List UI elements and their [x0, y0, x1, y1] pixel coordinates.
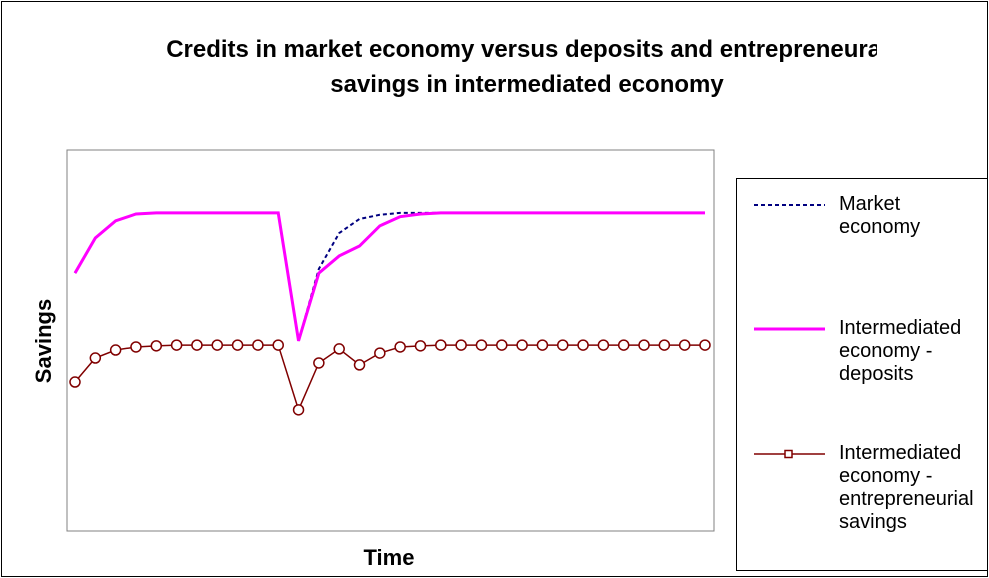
- series-marker: [333, 343, 345, 355]
- series-marker: [211, 339, 224, 351]
- series-marker: [658, 339, 671, 351]
- series-marker: [191, 339, 203, 351]
- series-marker: [374, 347, 386, 359]
- plot-area: [66, 149, 715, 532]
- legend-symbols: [754, 204, 825, 459]
- legend: Market economy Intermediated economy - de…: [736, 178, 987, 571]
- series-marker: [231, 339, 244, 351]
- series-marker: [272, 339, 284, 351]
- series-marker: [617, 339, 630, 351]
- series-marker: [130, 341, 142, 353]
- series-marker: [89, 352, 102, 364]
- title-box: Credits in market economy versus deposit…: [2, 32, 877, 107]
- series-marker: [699, 339, 711, 351]
- series-marker: [435, 339, 447, 351]
- series-marker: [678, 339, 691, 351]
- series-marker: [496, 339, 508, 351]
- series-marker: [313, 357, 325, 369]
- series-marker: [536, 339, 549, 351]
- series-marker: [455, 339, 467, 351]
- series-marker: [475, 339, 488, 351]
- series-marker: [577, 339, 589, 351]
- chart-title-text: Credits in market economy versus deposit…: [166, 36, 877, 98]
- series-marker: [69, 376, 81, 388]
- series-marker: [170, 339, 183, 351]
- series-marker: [109, 344, 122, 356]
- legend-label: Intermediated economy - entrepreneurial …: [839, 442, 974, 533]
- series-marker: [556, 339, 569, 351]
- series-marker: [394, 341, 406, 353]
- series-marker: [638, 339, 650, 351]
- series-marker: [353, 359, 366, 371]
- series-marker: [292, 404, 305, 416]
- series-marker: [516, 339, 528, 351]
- legend-label: Intermediated economy - deposits: [839, 317, 962, 385]
- y-axis-label: Savings: [31, 299, 56, 383]
- series-line: [73, 211, 705, 342]
- chart-title: Credits in market economy versus deposit…: [2, 32, 877, 102]
- x-axis-label: Time: [364, 545, 415, 570]
- series-marker: [252, 339, 264, 351]
- legend-label: Market economy: [839, 193, 921, 238]
- series-marker: [597, 339, 610, 351]
- series-marker: [414, 340, 427, 352]
- legend-marker: [784, 449, 793, 459]
- series-marker: [150, 340, 163, 352]
